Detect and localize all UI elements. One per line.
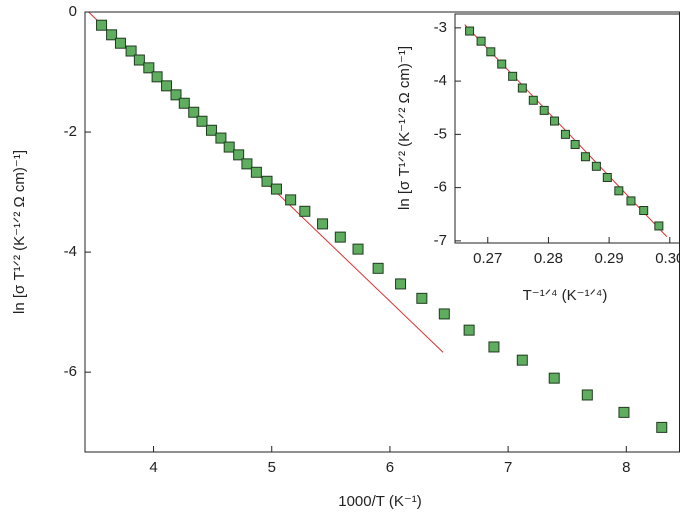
data-point: [396, 279, 406, 289]
data-point: [224, 142, 234, 152]
y-tick-label: -7: [434, 232, 447, 249]
data-point: [115, 38, 125, 48]
y-axis-label: ln [σ T¹ᐟ² (K⁻¹ᐟ² Ω cm)⁻¹]: [11, 150, 28, 314]
data-point: [417, 293, 427, 303]
x-tick-label: 6: [386, 459, 394, 476]
data-point: [162, 81, 172, 91]
data-point: [615, 187, 623, 195]
data-point: [540, 106, 548, 114]
data-point: [318, 219, 328, 229]
data-point: [549, 373, 559, 383]
y-tick-label: -4: [64, 243, 77, 260]
x-tick-label: 5: [268, 459, 276, 476]
x-tick-label: 4: [149, 459, 157, 476]
data-point: [619, 407, 629, 417]
data-point: [206, 125, 216, 135]
data-point: [464, 325, 474, 335]
data-point: [529, 96, 537, 104]
data-point: [627, 197, 635, 205]
data-point: [189, 107, 199, 117]
x-tick-label: 0.27: [473, 250, 502, 267]
y-tick-label: -4: [434, 72, 447, 89]
data-point: [487, 48, 495, 56]
data-point: [126, 46, 136, 56]
data-point: [179, 98, 189, 108]
x-tick-label: 8: [622, 459, 630, 476]
y-tick-label: -6: [434, 179, 447, 196]
data-point: [592, 162, 600, 170]
data-point: [134, 55, 144, 65]
data-point: [286, 195, 296, 205]
y-tick-label: 0: [69, 3, 77, 20]
data-point: [197, 116, 207, 126]
data-point: [144, 63, 154, 73]
data-point: [242, 159, 252, 169]
data-point: [477, 37, 485, 45]
data-point: [509, 72, 517, 80]
inset-x-label: T⁻¹ᐟ⁴ (K⁻¹ᐟ⁴): [523, 287, 608, 304]
data-point: [517, 355, 527, 365]
data-point: [439, 309, 449, 319]
data-point: [271, 184, 281, 194]
data-point: [582, 390, 592, 400]
data-point: [300, 206, 310, 216]
data-point: [655, 222, 663, 230]
data-point: [581, 153, 589, 161]
data-point: [571, 140, 579, 148]
y-tick-label: -6: [64, 363, 77, 380]
x-axis-label: 1000/T (K⁻¹): [338, 493, 422, 510]
data-point: [466, 27, 474, 35]
x-tick-label: 0.29: [595, 250, 624, 267]
chart: 1000/T (K⁻¹) ln [σ T¹ᐟ² (K⁻¹ᐟ² Ω cm)⁻¹] …: [0, 0, 680, 520]
y-tick-label: -5: [434, 125, 447, 142]
data-point: [335, 232, 345, 242]
data-point: [216, 133, 226, 143]
y-tick-label: -3: [434, 19, 447, 36]
data-point: [97, 20, 107, 30]
data-point: [373, 263, 383, 273]
data-point: [551, 117, 559, 125]
data-point: [518, 84, 526, 92]
data-point: [489, 342, 499, 352]
data-point: [561, 130, 569, 138]
data-point: [251, 167, 261, 177]
x-tick-label: 0.30: [655, 250, 680, 267]
data-point: [498, 60, 506, 68]
x-tick-label: 0.28: [534, 250, 563, 267]
x-tick-label: 7: [504, 459, 512, 476]
data-point: [234, 150, 244, 160]
page: 1000/T (K⁻¹) ln [σ T¹ᐟ² (K⁻¹ᐟ² Ω cm)⁻¹] …: [0, 0, 680, 520]
data-point: [657, 422, 667, 432]
data-point: [603, 173, 611, 181]
data-point: [640, 207, 648, 215]
y-tick-label: -2: [64, 123, 77, 140]
data-point: [152, 72, 162, 82]
inset-y-label: ln [σ T¹ᐟ² (K⁻¹ᐟ² Ω cm)⁻¹]: [396, 46, 413, 210]
data-point: [353, 244, 363, 254]
data-point: [262, 176, 272, 186]
